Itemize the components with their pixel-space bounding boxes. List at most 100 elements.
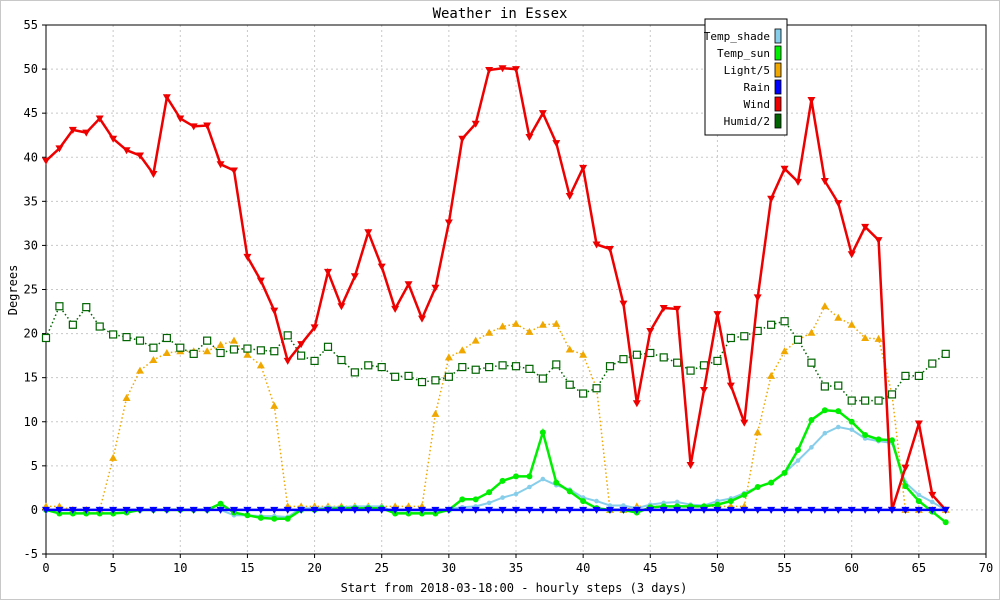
data-point-light-5 [458,346,467,354]
data-point-wind [350,273,359,281]
data-point-temp-sun [915,498,922,505]
data-point-rain [95,506,104,514]
data-point-light-5 [579,350,588,358]
data-point-humid-2 [95,322,104,331]
data-point-humid-2 [377,362,386,372]
data-point-wind [471,120,480,128]
data-point-rain [592,506,601,514]
data-point-temp-sun [499,477,506,484]
data-point-rain [847,506,856,514]
data-point-wind [498,65,507,73]
data-point-rain [512,506,520,514]
data-point-wind [874,237,883,245]
data-point-light-5 [136,366,144,374]
data-point-humid-2 [740,332,749,341]
y-tick-label: 10 [24,415,38,429]
data-point-humid-2 [874,396,883,405]
data-point-temp-sun [714,501,721,508]
data-point-wind [780,165,789,173]
data-point-temp-sun [902,483,909,490]
data-point-rain [619,506,628,514]
data-point-light-5 [874,334,883,342]
data-point-temp-shade [527,484,532,490]
data-point-wind [713,311,722,319]
data-point-humid-2 [538,374,547,383]
data-point-humid-2 [632,350,641,359]
data-point-light-5 [162,348,171,356]
data-point-light-5 [525,327,534,335]
legend-swatch [774,96,782,112]
data-point-wind [632,400,641,408]
data-point-humid-2 [793,335,803,344]
data-point-rain [780,506,789,514]
data-point-rain [391,506,400,514]
data-point-rain [700,506,708,514]
data-point-temp-sun [875,436,882,443]
data-point-humid-2 [592,384,601,393]
data-point-light-5 [431,409,440,417]
data-point-rain [350,506,359,514]
x-tick-label: 40 [576,561,590,575]
x-tick-label: 60 [844,561,858,575]
data-point-humid-2 [404,371,413,381]
data-point-humid-2 [41,333,51,343]
data-point-humid-2 [82,303,91,312]
data-point-temp-sun [821,407,828,414]
data-point-rain [928,506,937,514]
data-point-wind [324,268,332,276]
data-point-light-5 [780,347,789,355]
data-point-temp-sun [781,469,788,476]
data-point-humid-2 [713,356,722,366]
data-point-wind [377,263,386,271]
data-point-rain [176,506,185,514]
y-tick-label: 15 [24,371,38,385]
data-point-wind [55,145,64,153]
data-point-humid-2 [579,389,588,398]
data-point-humid-2 [659,353,668,362]
data-point-wind [579,164,588,172]
data-point-humid-2 [767,320,776,329]
data-point-humid-2 [176,343,185,352]
data-point-temp-sun [526,473,533,480]
data-point-humid-2 [914,371,923,381]
data-point-wind [807,96,816,104]
data-point-humid-2 [565,380,574,389]
data-point-wind [512,66,520,74]
data-point-rain [659,506,668,514]
data-point-wind [310,324,319,332]
data-point-rain [431,506,440,514]
data-point-rain [888,506,896,514]
data-point-temp-sun [257,514,264,521]
legend-label: Temp_shade [704,30,770,43]
data-point-temp-shade [674,499,680,505]
data-point-rain [794,506,802,514]
x-tick-label: 10 [173,561,187,575]
y-tick-label: -5 [24,547,38,561]
data-point-humid-2 [928,359,937,368]
data-point-rain [552,506,561,514]
data-point-humid-2 [941,349,950,358]
data-point-temp-sun [835,408,842,415]
data-point-wind [767,195,776,203]
data-point-rain [162,506,171,514]
data-point-wind [619,300,628,308]
data-point-wind [82,129,91,137]
y-tick-label: 35 [24,194,38,208]
data-point-rain [418,506,426,514]
data-point-rain [377,506,386,514]
data-point-rain [203,506,212,514]
data-point-wind [109,135,118,143]
data-point-wind [162,94,171,102]
data-point-wind [256,277,265,285]
series-layer [41,65,950,526]
data-point-temp-shade [916,492,922,498]
data-point-wind [753,294,762,302]
data-point-temp-shade [607,503,613,508]
series-humid-2 [41,302,950,405]
data-point-wind [391,305,400,313]
data-point-rain [337,506,346,514]
data-point-humid-2 [780,317,789,326]
data-point-rain [807,506,816,514]
data-point-rain [498,506,507,514]
